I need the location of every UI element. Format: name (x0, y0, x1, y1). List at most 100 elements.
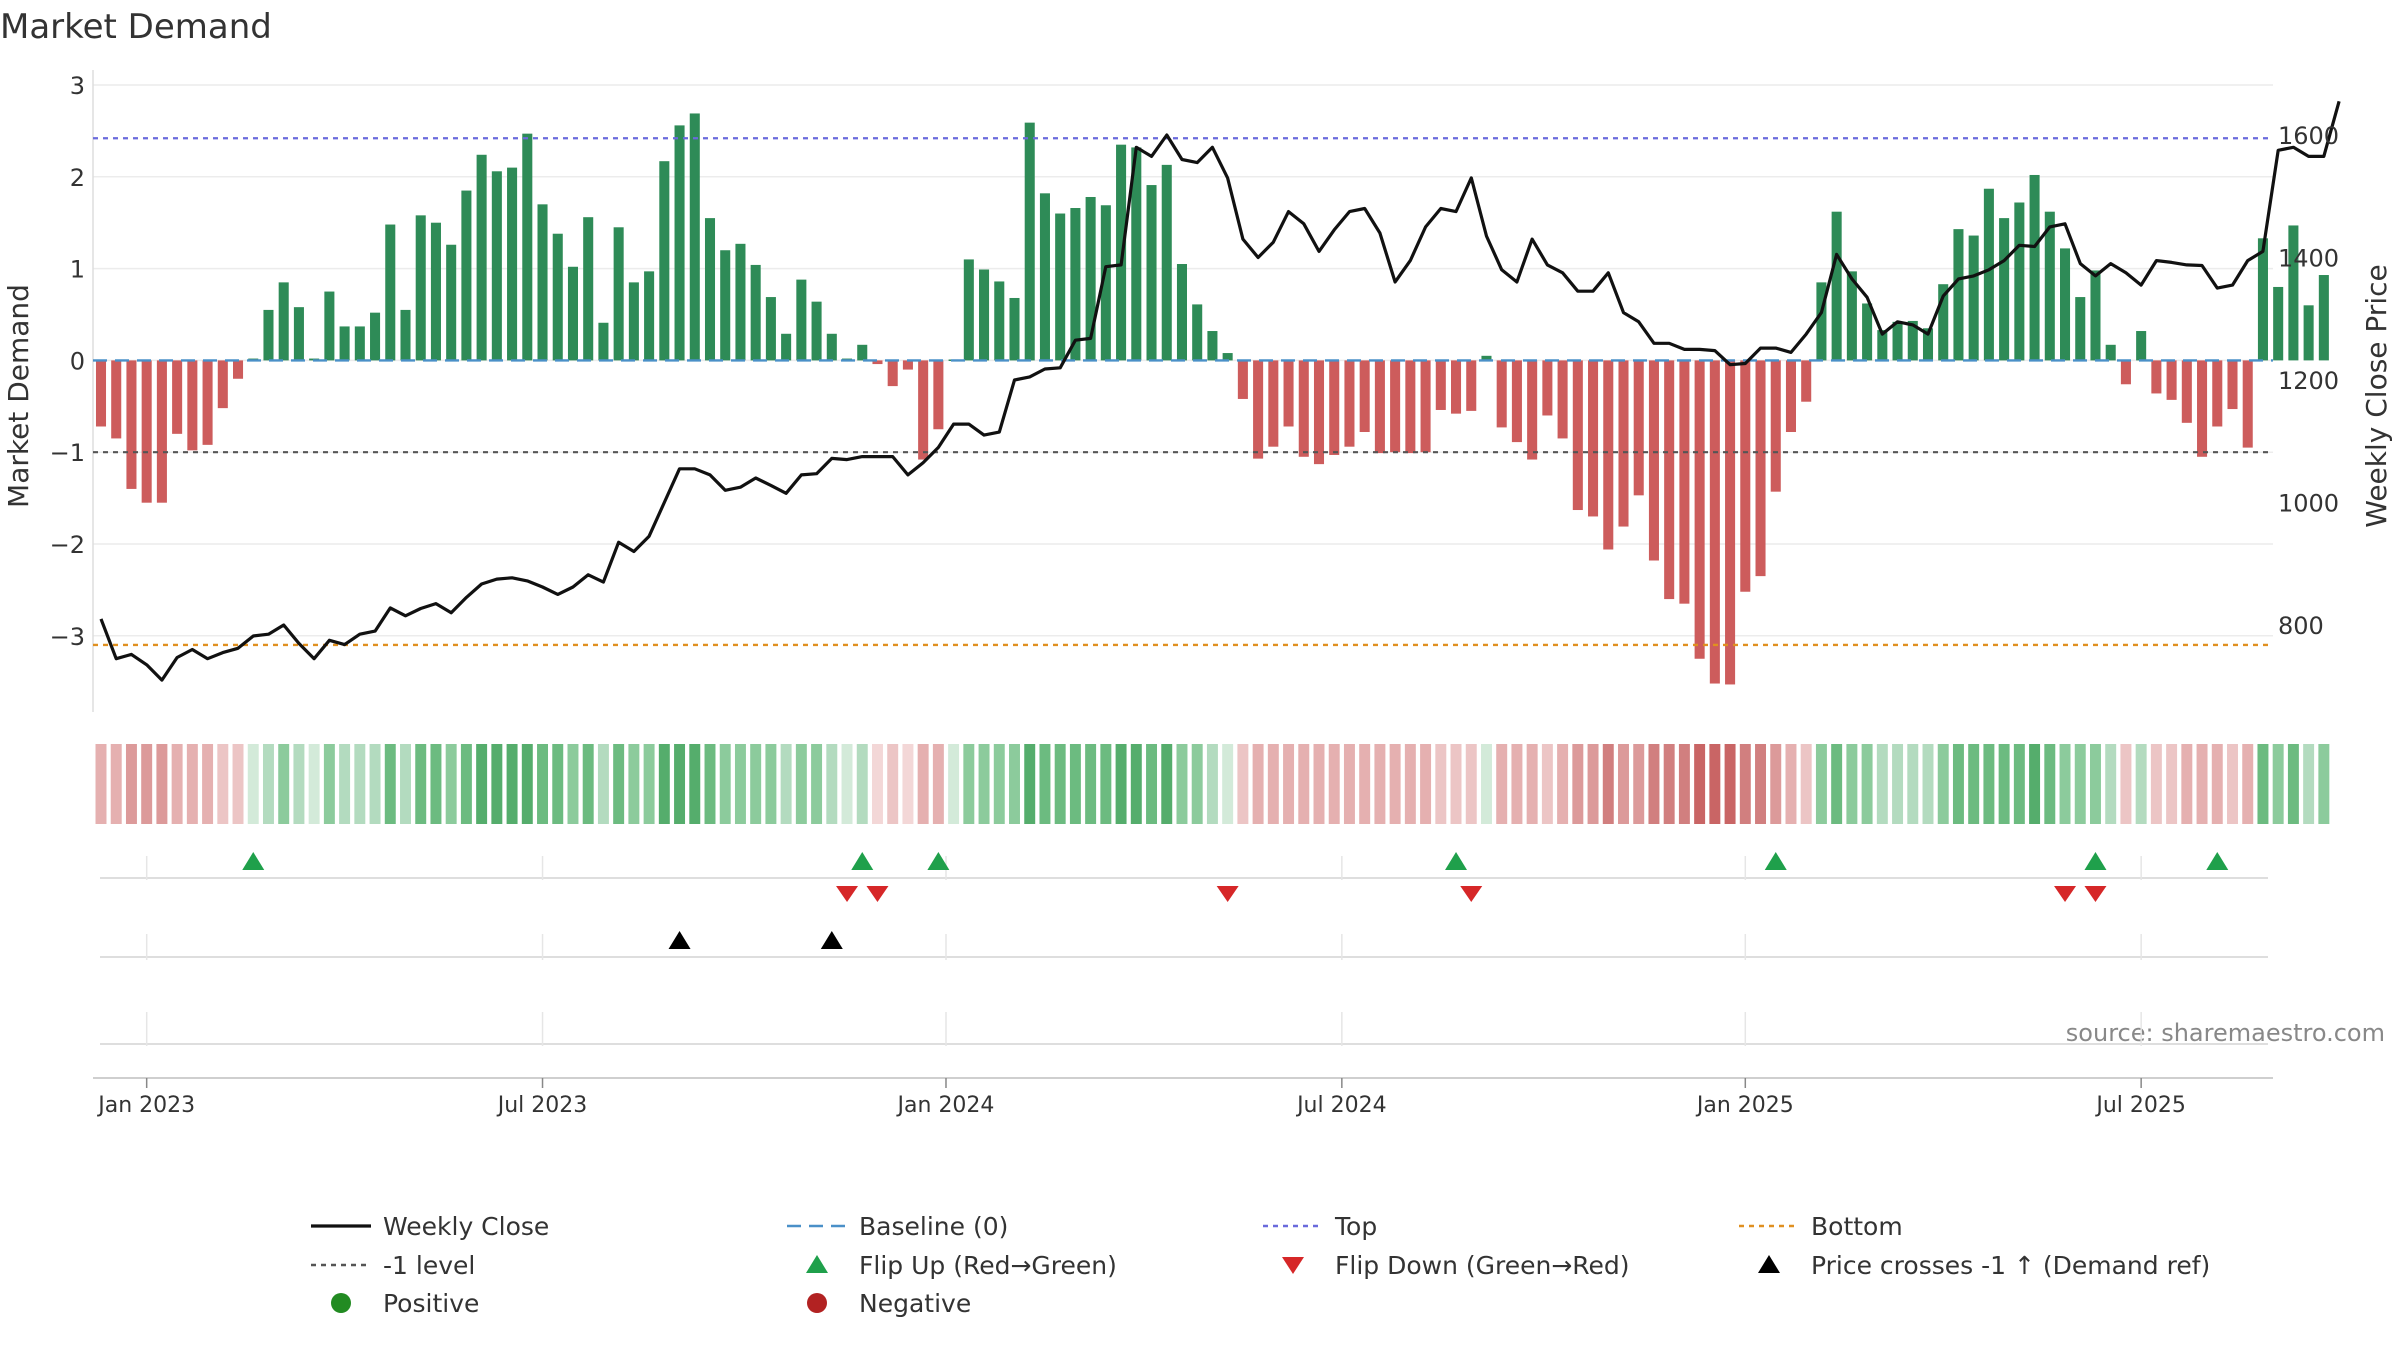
demand-bar-positive (735, 243, 746, 361)
flip-down-marker (866, 886, 889, 902)
heat-cell (734, 744, 746, 824)
heat-cell (1496, 744, 1508, 824)
heat-cell (1800, 744, 1812, 824)
demand-bar-positive (2060, 248, 2071, 361)
demand-bar-positive (765, 297, 776, 361)
demand-bar-positive (720, 250, 731, 361)
heat-cell (2181, 744, 2193, 824)
demand-bar-positive (826, 333, 837, 361)
heat-cell (795, 744, 807, 824)
demand-bar-positive (430, 222, 441, 361)
heat-cell (1374, 744, 1386, 824)
demand-bar-positive (644, 271, 655, 361)
heat-cell (841, 744, 853, 824)
heat-cell (1480, 744, 1492, 824)
flip-up-marker (1764, 852, 1787, 870)
weekly-close-polyline (99, 100, 2341, 682)
demand-bar-positive (1877, 330, 1888, 361)
heat-cell (384, 744, 396, 824)
heat-cell (674, 744, 686, 824)
demand-bar-positive (324, 291, 335, 361)
event-rows (100, 852, 2268, 1079)
y-left-tick-label: −2 (50, 531, 85, 559)
demand-bar-negative (902, 360, 913, 370)
y-left-tick-label: −3 (50, 623, 85, 651)
y-left-tick-label: 2 (70, 164, 85, 192)
y-right-tick-label: 1200 (2278, 367, 2339, 395)
demand-bar-positive (293, 307, 304, 361)
heat-cell (1831, 744, 1843, 824)
heat-cell (2105, 744, 2117, 824)
heat-cell (415, 744, 427, 824)
heat-cell (643, 744, 655, 824)
demand-bar-negative (887, 360, 898, 387)
heat-cell (1907, 744, 1919, 824)
grid (92, 70, 2273, 712)
demand-bar-positive (1999, 218, 2010, 361)
heat-cell (658, 744, 670, 824)
heat-cell (1435, 744, 1447, 824)
heat-cell (2242, 744, 2254, 824)
legend-label-top: Top (1334, 1212, 1377, 1241)
heat-cell (1983, 744, 1995, 824)
demand-bar-positive (963, 259, 974, 361)
reference-lines (93, 137, 2273, 647)
y-axis-left-label: Market Demand (2, 284, 35, 508)
demand-bar-positive (994, 281, 1005, 361)
heat-cell (963, 744, 975, 824)
heat-cell (1054, 744, 1066, 824)
demand-bar-negative (1648, 360, 1659, 561)
demand-bar-negative (1511, 360, 1522, 443)
heat-cell (293, 744, 305, 824)
demand-bar-positive (2318, 275, 2329, 361)
demand-bar-positive (1085, 196, 1096, 361)
heat-cell (339, 744, 351, 824)
heat-cell (750, 744, 762, 824)
demand-bar-negative (2166, 360, 2177, 400)
demand-bar-negative (1755, 360, 1766, 577)
legend-label-bottom: Bottom (1811, 1212, 1903, 1241)
heat-cell (156, 744, 168, 824)
heat-cell (917, 744, 929, 824)
heat-cell (1298, 744, 1310, 824)
legend-label-price-cross: Price crosses -1 ↑ (Demand ref) (1811, 1251, 2210, 1280)
heat-cell (323, 744, 335, 824)
demand-bar-negative (1237, 360, 1248, 399)
y-left-tick-label: 0 (70, 347, 85, 375)
demand-bar-negative (1527, 360, 1538, 460)
demand-bar-positive (1862, 303, 1873, 361)
flip-up-marker (927, 852, 950, 870)
demand-bar-negative (2197, 360, 2208, 457)
heat-cell (1343, 744, 1355, 824)
heat-cell (1541, 744, 1553, 824)
demand-bar-positive (2090, 270, 2101, 361)
demand-bar-positive (628, 282, 639, 361)
demand-bar-positive (2014, 202, 2025, 361)
demand-bar-positive (1816, 282, 1827, 361)
demand-bar-positive (857, 344, 868, 361)
heat-cell (552, 744, 564, 824)
demand-bar-negative (2120, 360, 2131, 385)
demand-bar-negative (141, 360, 152, 503)
demand-bar-positive (583, 217, 594, 361)
demand-bar-positive (537, 204, 548, 361)
demand-bar-positive (796, 279, 807, 361)
heat-cell (232, 744, 244, 824)
demand-bar-positive (1039, 193, 1050, 361)
heat-cell (1328, 744, 1340, 824)
heat-cell (1618, 744, 1629, 824)
heat-cell (1785, 744, 1797, 824)
heat-cell (2211, 744, 2223, 824)
y-right-tick-label: 1400 (2278, 245, 2339, 273)
demand-bar-positive (704, 218, 716, 361)
demand-bar-negative (1603, 360, 1614, 550)
demand-bar-negative (1268, 360, 1279, 447)
heat-cell (1069, 744, 1081, 824)
demand-bar-positive (522, 133, 533, 361)
heat-cell (2257, 744, 2269, 824)
legend-label-positive: Positive (383, 1289, 479, 1318)
heat-cell (125, 744, 137, 824)
price-cross-marker (820, 931, 843, 949)
demand-bar-positive (1207, 331, 1218, 361)
demand-bar-negative (1496, 360, 1507, 428)
